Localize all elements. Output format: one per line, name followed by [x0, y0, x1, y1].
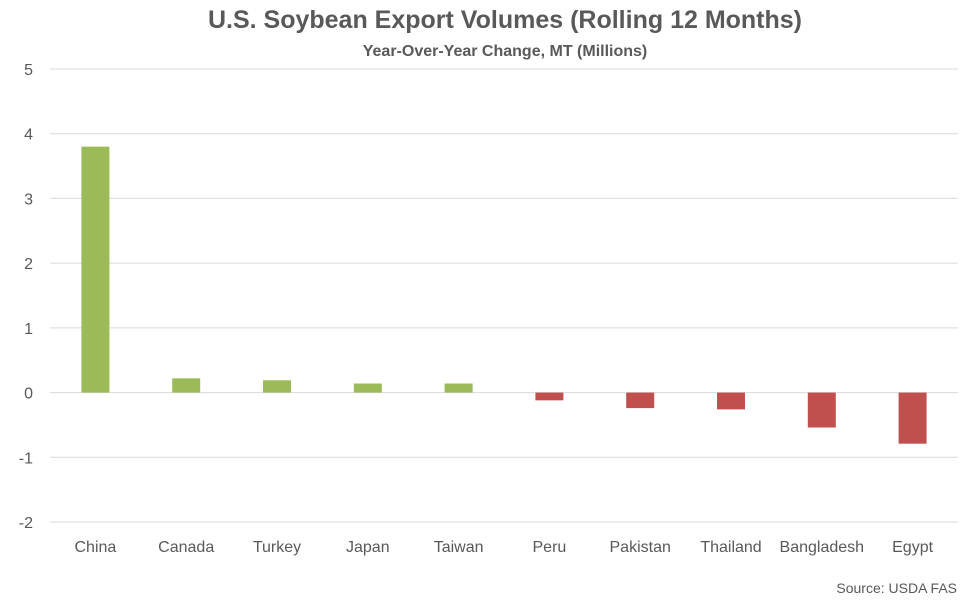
bar-pakistan	[626, 392, 655, 409]
y-tick-label: 3	[24, 191, 33, 208]
y-tick-label: -2	[19, 515, 33, 532]
bar-egypt	[898, 392, 927, 444]
bars	[81, 146, 927, 444]
x-category-label: Egypt	[892, 539, 933, 556]
bar-bangladesh	[807, 392, 836, 428]
bar-taiwan	[444, 383, 473, 393]
bar-thailand	[717, 392, 745, 410]
y-tick-label: 1	[24, 321, 33, 338]
bar-peru	[535, 392, 564, 401]
bar-japan	[353, 383, 382, 393]
bar-china	[81, 146, 110, 393]
y-axis-ticks: 5 4 3 2 1 0 -1 -2	[19, 62, 33, 532]
x-category-label: Japan	[346, 539, 390, 556]
x-category-label: Thailand	[700, 539, 761, 556]
x-category-label: Pakistan	[610, 539, 671, 556]
source-note: Source: USDA FAS	[836, 580, 957, 596]
x-category-label: Bangladesh	[780, 539, 865, 556]
y-tick-label: -1	[19, 450, 33, 467]
chart-title: U.S. Soybean Export Volumes (Rolling 12 …	[207, 6, 803, 34]
y-tick-label: 5	[24, 62, 33, 79]
bar-turkey	[263, 380, 291, 393]
gridlines	[50, 68, 958, 523]
x-category-label: Turkey	[253, 539, 301, 556]
x-category-label: Peru	[533, 539, 567, 556]
chart-subtitle: Year-Over-Year Change, MT (Millions)	[362, 43, 648, 60]
y-tick-label: 4	[24, 127, 33, 144]
bar-canada	[172, 378, 201, 393]
x-axis-categories: China Canada Turkey Japan Taiwan Peru Pakistan…	[74, 539, 933, 556]
y-tick-label: 0	[24, 386, 33, 403]
x-category-label: China	[74, 539, 116, 556]
x-category-label: Taiwan	[434, 539, 484, 556]
x-category-label: Canada	[158, 539, 214, 556]
y-tick-label: 2	[24, 256, 33, 273]
